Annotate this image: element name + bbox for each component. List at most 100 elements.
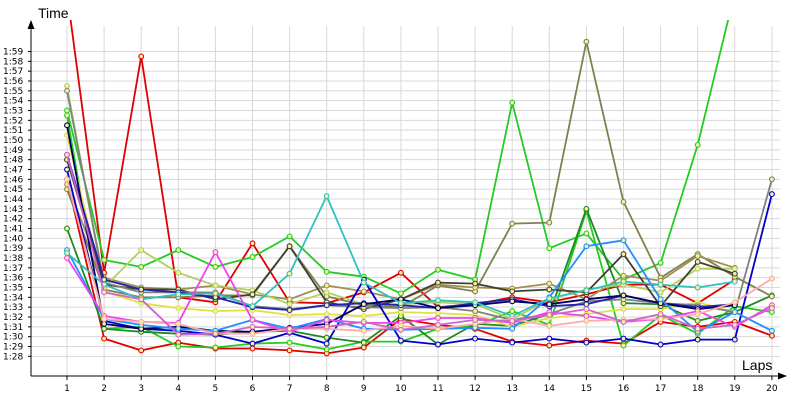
- data-point: [323, 193, 330, 200]
- data-point: [620, 198, 627, 205]
- data-point: [249, 345, 256, 352]
- y-tick-label: 1:44: [3, 195, 23, 205]
- data-point: [138, 318, 145, 325]
- data-point: [286, 270, 293, 277]
- data-point: [657, 289, 664, 296]
- y-tick-label: 1:39: [3, 244, 23, 254]
- series-3: [64, 20, 730, 297]
- data-point: [249, 316, 256, 323]
- data-point: [397, 290, 404, 297]
- data-point: [694, 284, 701, 291]
- series-line: [66, 179, 773, 355]
- x-tick-label: 14: [544, 384, 556, 394]
- data-point: [138, 347, 145, 354]
- data-point: [323, 340, 330, 347]
- data-point: [583, 243, 590, 250]
- data-point: [620, 292, 627, 299]
- data-point: [286, 339, 293, 346]
- data-point: [64, 107, 70, 114]
- data-point: [175, 343, 182, 350]
- data-point: [583, 296, 590, 303]
- data-point: [472, 299, 479, 306]
- data-point: [435, 310, 441, 317]
- data-point: [509, 339, 516, 346]
- data-point: [583, 38, 590, 45]
- data-point: [138, 263, 145, 270]
- data-point: [546, 219, 553, 226]
- data-point: [657, 281, 664, 288]
- x-tick-label: 16: [618, 384, 630, 394]
- x-tick-label: 17: [655, 384, 666, 394]
- data-point: [101, 257, 108, 263]
- data-point: [583, 317, 590, 324]
- data-point: [323, 316, 330, 323]
- data-point: [731, 265, 738, 272]
- series-line: [66, 169, 773, 346]
- data-point: [620, 251, 627, 258]
- series-line: [66, 115, 773, 351]
- series-2: [64, 176, 775, 357]
- series-4: [64, 112, 775, 353]
- y-axis-arrow: [27, 20, 35, 29]
- x-tick-label: 10: [395, 384, 407, 394]
- data-point: [435, 315, 441, 321]
- y-tick-label: 1:56: [3, 77, 23, 87]
- data-point: [731, 321, 738, 328]
- data-point: [360, 339, 367, 346]
- data-point: [694, 317, 701, 324]
- x-tick-label: 4: [175, 384, 181, 394]
- data-point: [323, 346, 330, 353]
- data-point: [620, 237, 627, 244]
- data-point: [138, 286, 145, 293]
- data-point: [101, 325, 108, 332]
- data-point: [768, 275, 775, 282]
- series-lines: [64, 20, 775, 357]
- y-tick-label: 1:43: [3, 205, 23, 215]
- data-point: [64, 151, 70, 158]
- data-point: [546, 280, 553, 287]
- data-point: [397, 326, 404, 333]
- data-point: [101, 276, 108, 283]
- data-point: [435, 266, 441, 273]
- data-point: [64, 112, 70, 119]
- data-point: [657, 341, 664, 348]
- data-point: [360, 318, 367, 325]
- x-axis-title: Laps: [742, 357, 772, 373]
- data-point: [768, 191, 775, 198]
- y-tick-label: 1:32: [3, 313, 23, 323]
- series-line: [66, 40, 773, 309]
- data-point: [286, 296, 293, 303]
- data-point: [286, 301, 293, 308]
- x-tick-label: 15: [581, 384, 592, 394]
- data-point: [249, 240, 256, 247]
- data-point: [583, 313, 590, 319]
- data-point: [768, 327, 775, 334]
- data-point: [323, 311, 330, 318]
- data-point: [101, 335, 108, 342]
- data-point: [249, 254, 256, 260]
- data-point: [546, 295, 553, 302]
- data-point: [286, 347, 293, 354]
- y-tick-label: 1:28: [3, 352, 23, 362]
- data-point: [323, 302, 330, 309]
- y-axis-title: Time: [38, 5, 69, 21]
- x-tick-label: 13: [506, 384, 517, 394]
- x-tick-label: 8: [324, 384, 330, 394]
- data-point: [435, 341, 441, 348]
- data-point: [64, 250, 70, 257]
- y-tick-label: 1:30: [3, 333, 23, 343]
- x-tick-label: 19: [729, 384, 741, 394]
- data-point: [583, 306, 590, 313]
- x-tick-label: 20: [766, 384, 778, 394]
- y-tick-label: 1:49: [3, 146, 23, 156]
- y-tick-label: 1:53: [3, 107, 23, 117]
- data-point: [694, 336, 701, 343]
- data-point: [472, 280, 479, 287]
- x-tick-label: 3: [138, 384, 144, 394]
- data-point: [175, 247, 182, 254]
- data-point: [64, 82, 70, 89]
- data-point: [731, 299, 738, 306]
- series-line: [66, 239, 773, 333]
- series-line: [66, 154, 773, 336]
- data-point: [138, 53, 145, 60]
